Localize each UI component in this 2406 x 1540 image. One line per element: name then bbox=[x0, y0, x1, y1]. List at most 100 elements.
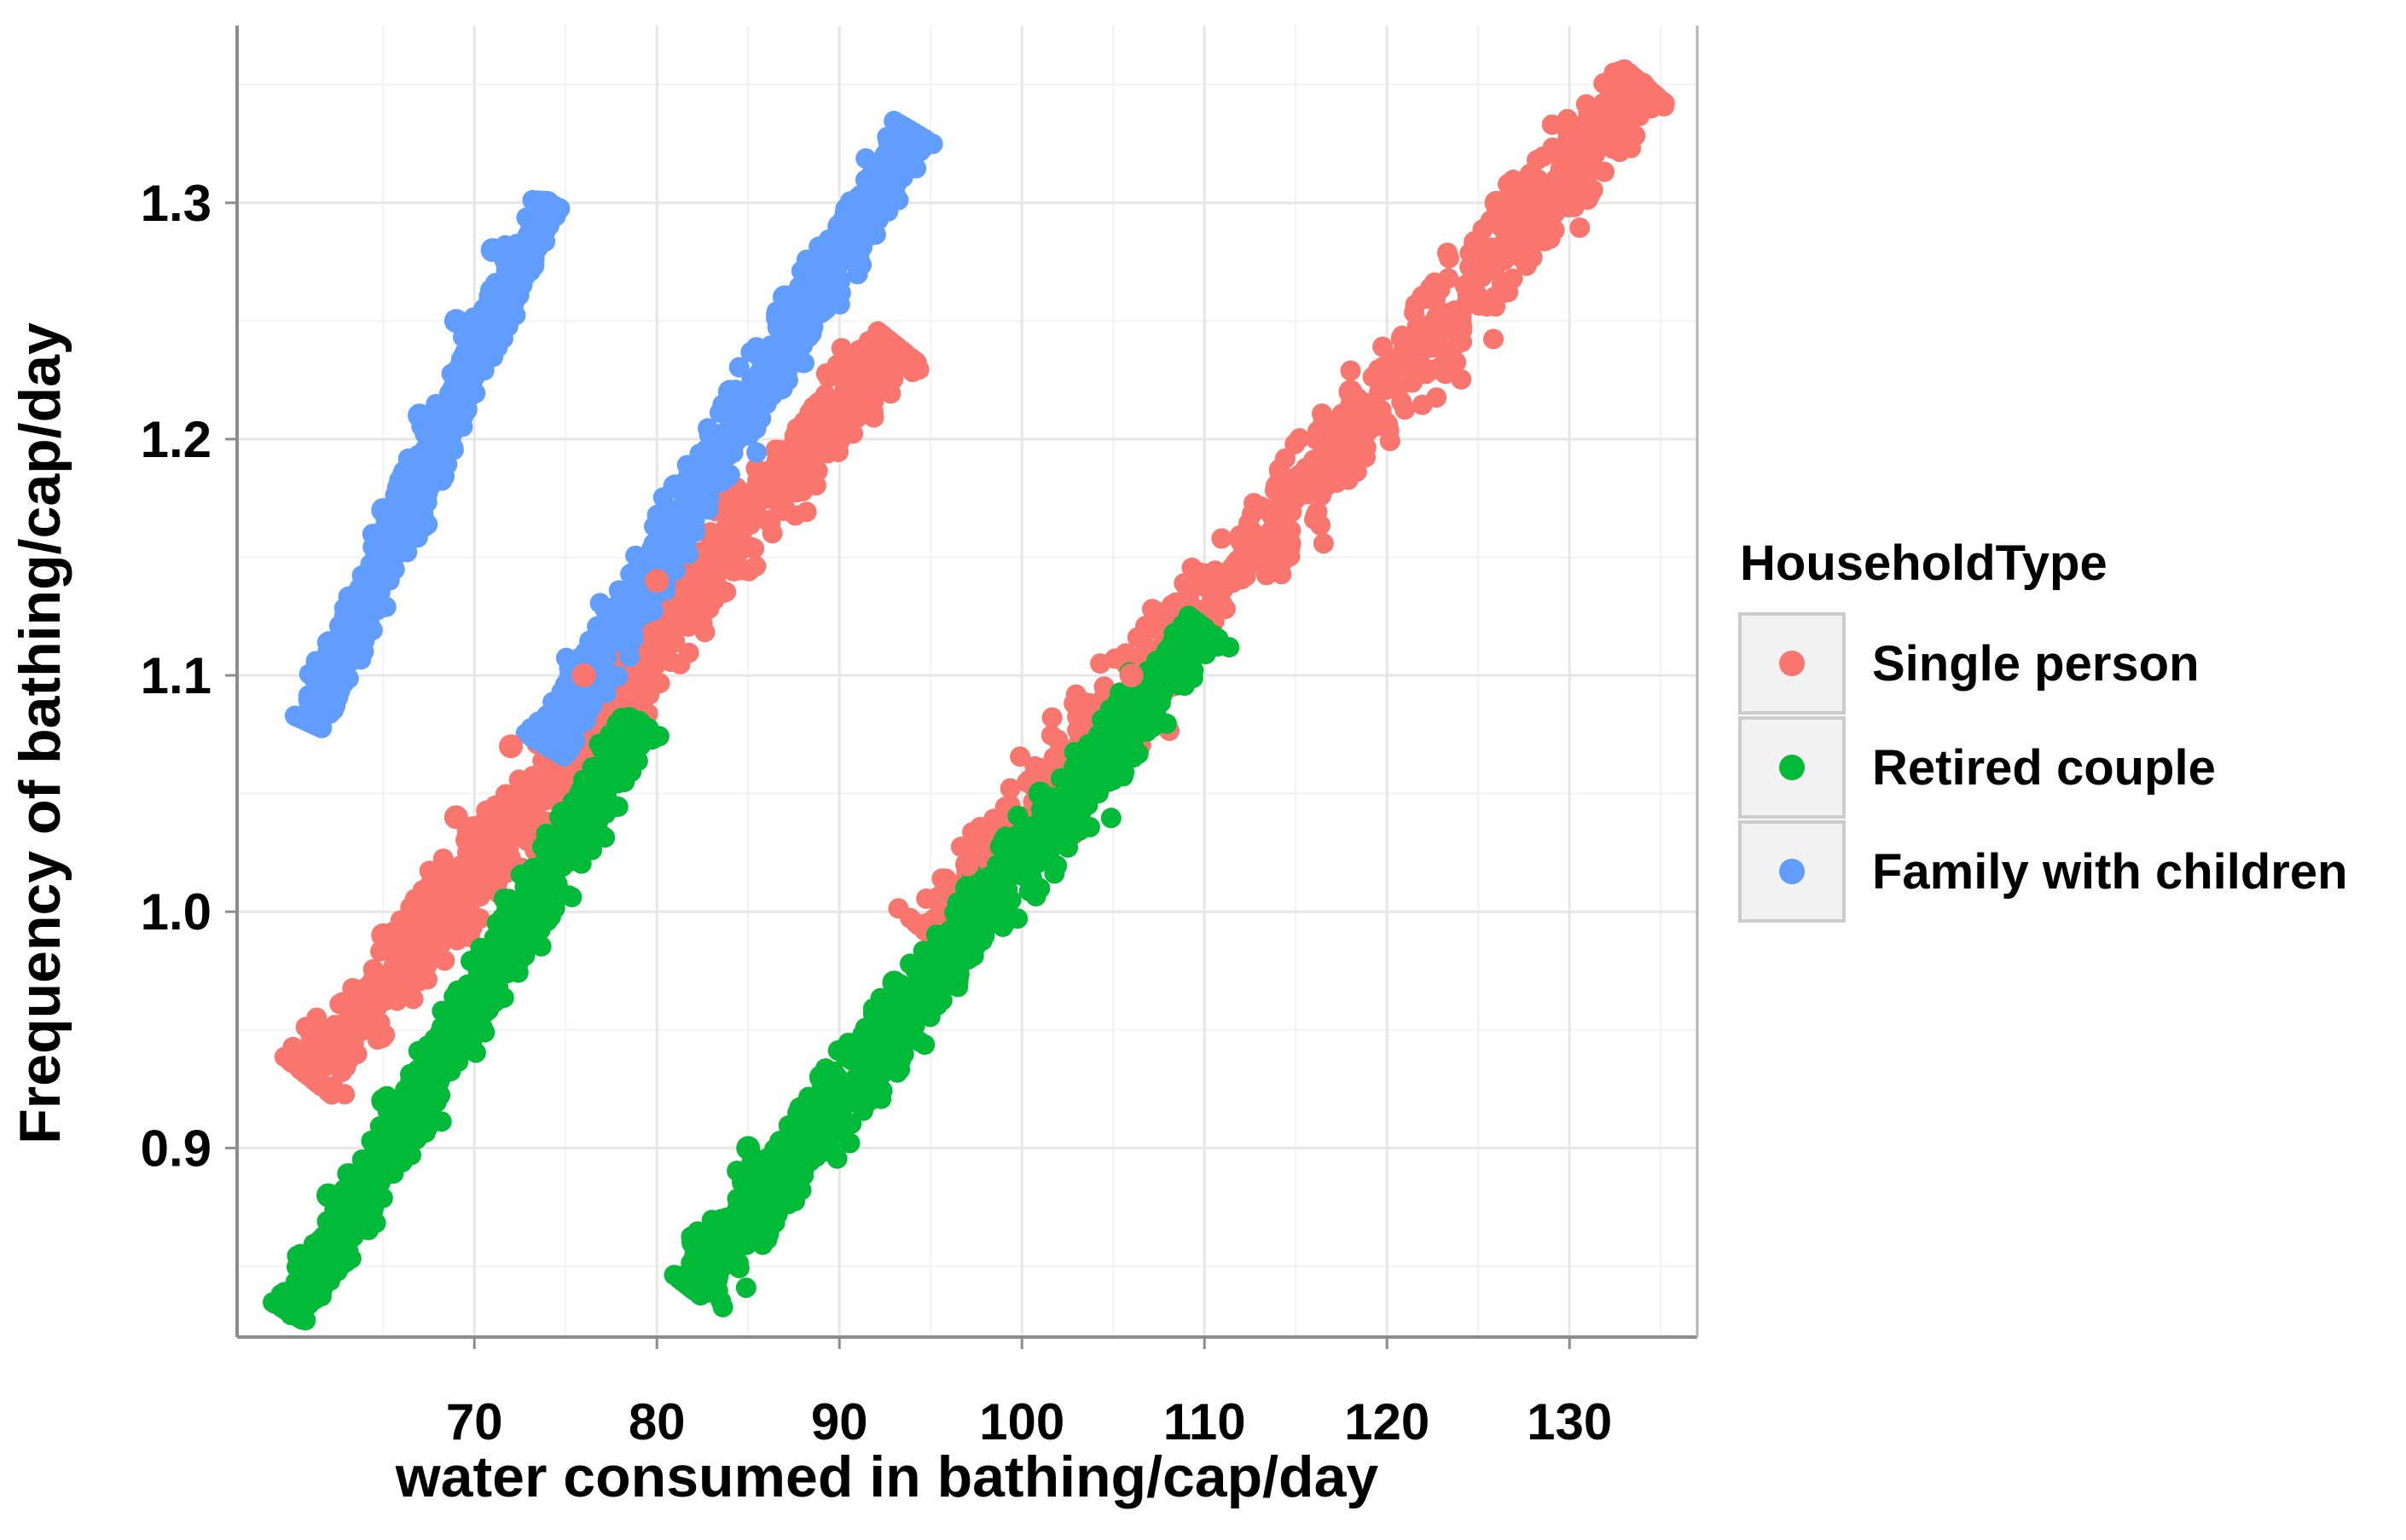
point-cloud-dot bbox=[498, 316, 519, 337]
point-cloud-dot bbox=[1090, 653, 1110, 674]
point-cloud-dot bbox=[392, 529, 413, 549]
point-cloud-dot bbox=[477, 342, 497, 362]
point-cloud-dot bbox=[1064, 806, 1084, 826]
point-cloud-dot bbox=[324, 690, 345, 710]
point-cloud-dot bbox=[466, 1043, 486, 1063]
point-cloud-dot bbox=[479, 300, 500, 321]
point-cloud-dot bbox=[739, 488, 759, 508]
point-cloud-dot bbox=[1141, 674, 1162, 694]
point-cloud-dot bbox=[857, 1080, 878, 1100]
point-cloud-dot bbox=[712, 540, 733, 560]
point-cloud-dot bbox=[409, 1059, 430, 1080]
point-cloud-dot bbox=[1483, 329, 1504, 350]
point-cloud-dot bbox=[339, 1208, 359, 1229]
point-cloud-dot bbox=[1513, 228, 1533, 248]
point-cloud-dot bbox=[379, 1140, 399, 1161]
point-cloud-dot bbox=[1242, 504, 1262, 524]
point-cloud-dot bbox=[1314, 446, 1335, 466]
point-cloud-dot bbox=[752, 1206, 773, 1226]
point-cloud-dot bbox=[352, 985, 373, 1005]
point-cloud-dot bbox=[968, 831, 988, 851]
point-cloud-dot bbox=[501, 794, 521, 814]
point-cloud-dot bbox=[1596, 100, 1616, 120]
point-cloud-dot bbox=[1569, 217, 1590, 238]
point-cloud-dot bbox=[510, 930, 530, 951]
point-cloud-dot bbox=[478, 999, 499, 1020]
point-cloud-dot bbox=[1307, 420, 1328, 441]
point-cloud-dot bbox=[597, 738, 617, 759]
point-cloud-dot bbox=[355, 1005, 375, 1026]
point-cloud-dot bbox=[1437, 243, 1458, 263]
point-cloud-dot bbox=[777, 1182, 797, 1202]
point-cloud-dot bbox=[650, 673, 670, 693]
point-cloud-dot bbox=[517, 247, 537, 268]
point-cloud-dot bbox=[936, 869, 956, 889]
point-cloud-dot bbox=[827, 410, 848, 431]
point-cloud-dot bbox=[470, 908, 490, 929]
point-cloud-dot bbox=[1133, 626, 1153, 646]
point-cloud-dot bbox=[1540, 229, 1561, 249]
point-cloud-dot bbox=[802, 1138, 822, 1158]
point-cloud-dot bbox=[1494, 282, 1515, 303]
point-cloud-dot bbox=[1515, 246, 1535, 267]
point-cloud-dot bbox=[1265, 542, 1285, 563]
point-cloud-dot bbox=[995, 912, 1016, 933]
point-cloud-dot bbox=[1003, 854, 1023, 875]
point-cloud-dot bbox=[1101, 808, 1122, 828]
point-cloud-dot bbox=[351, 1186, 372, 1207]
point-cloud-dot bbox=[457, 842, 478, 863]
point-cloud-dot bbox=[1363, 367, 1383, 387]
point-cloud-dot bbox=[1427, 319, 1447, 339]
point-cloud-dot bbox=[416, 956, 437, 976]
point-cloud-dot bbox=[1545, 190, 1566, 211]
point-cloud-dot bbox=[435, 909, 455, 929]
point-cloud-dot bbox=[1183, 610, 1203, 630]
point-cloud-dot bbox=[1392, 326, 1412, 346]
point-cloud-dot bbox=[318, 1228, 339, 1248]
point-cloud-dot bbox=[861, 368, 882, 388]
point-cloud-dot bbox=[1413, 339, 1434, 359]
point-cloud-dot bbox=[1520, 164, 1540, 184]
point-cloud-dot bbox=[1333, 460, 1354, 481]
point-cloud-dot bbox=[815, 1114, 835, 1135]
point-cloud-dot bbox=[1365, 416, 1386, 437]
point-cloud-dot bbox=[1242, 521, 1262, 541]
point-cloud-dot bbox=[1452, 316, 1472, 337]
point-cloud-dot bbox=[402, 1088, 422, 1109]
point-cloud-dot bbox=[312, 1251, 333, 1271]
point-cloud-dot bbox=[482, 833, 502, 854]
point-cloud-dot bbox=[542, 832, 562, 853]
point-cloud-dot bbox=[1019, 881, 1040, 901]
point-cloud-dot bbox=[1304, 509, 1325, 530]
point-cloud-dot bbox=[958, 949, 978, 970]
point-cloud-dot bbox=[767, 449, 787, 470]
point-cloud-dot bbox=[948, 968, 969, 988]
point-cloud-dot bbox=[746, 1183, 767, 1203]
point-cloud-dot bbox=[711, 1209, 732, 1230]
point-cloud-dot bbox=[437, 1041, 457, 1062]
point-cloud-dot bbox=[468, 961, 489, 981]
point-cloud-dot bbox=[1341, 361, 1361, 381]
point-cloud-dot bbox=[366, 1213, 386, 1233]
point-cloud-dot bbox=[508, 963, 529, 983]
point-cloud-dot bbox=[1000, 779, 1021, 799]
point-cloud-dot bbox=[953, 924, 973, 945]
point-cloud-dot bbox=[1284, 434, 1305, 454]
point-cloud-dot bbox=[306, 1008, 327, 1028]
point-cloud-dot bbox=[971, 911, 991, 931]
point-cloud-dot bbox=[885, 1026, 906, 1046]
point-cloud-dot bbox=[1243, 546, 1263, 566]
point-cloud-dot bbox=[428, 934, 449, 954]
point-cloud-dot bbox=[1573, 155, 1593, 176]
point-cloud-dot bbox=[411, 462, 432, 483]
point-cloud-dot bbox=[1041, 725, 1062, 745]
point-cloud-dot bbox=[1451, 369, 1471, 390]
point-cloud-dot bbox=[1315, 477, 1336, 497]
point-cloud-dot bbox=[474, 360, 495, 380]
point-cloud-dot bbox=[1426, 387, 1446, 408]
point-cloud-dot bbox=[1313, 533, 1334, 553]
point-cloud-dot bbox=[326, 660, 346, 680]
point-cloud-dot bbox=[1010, 746, 1030, 767]
point-cloud-dot bbox=[594, 827, 615, 848]
